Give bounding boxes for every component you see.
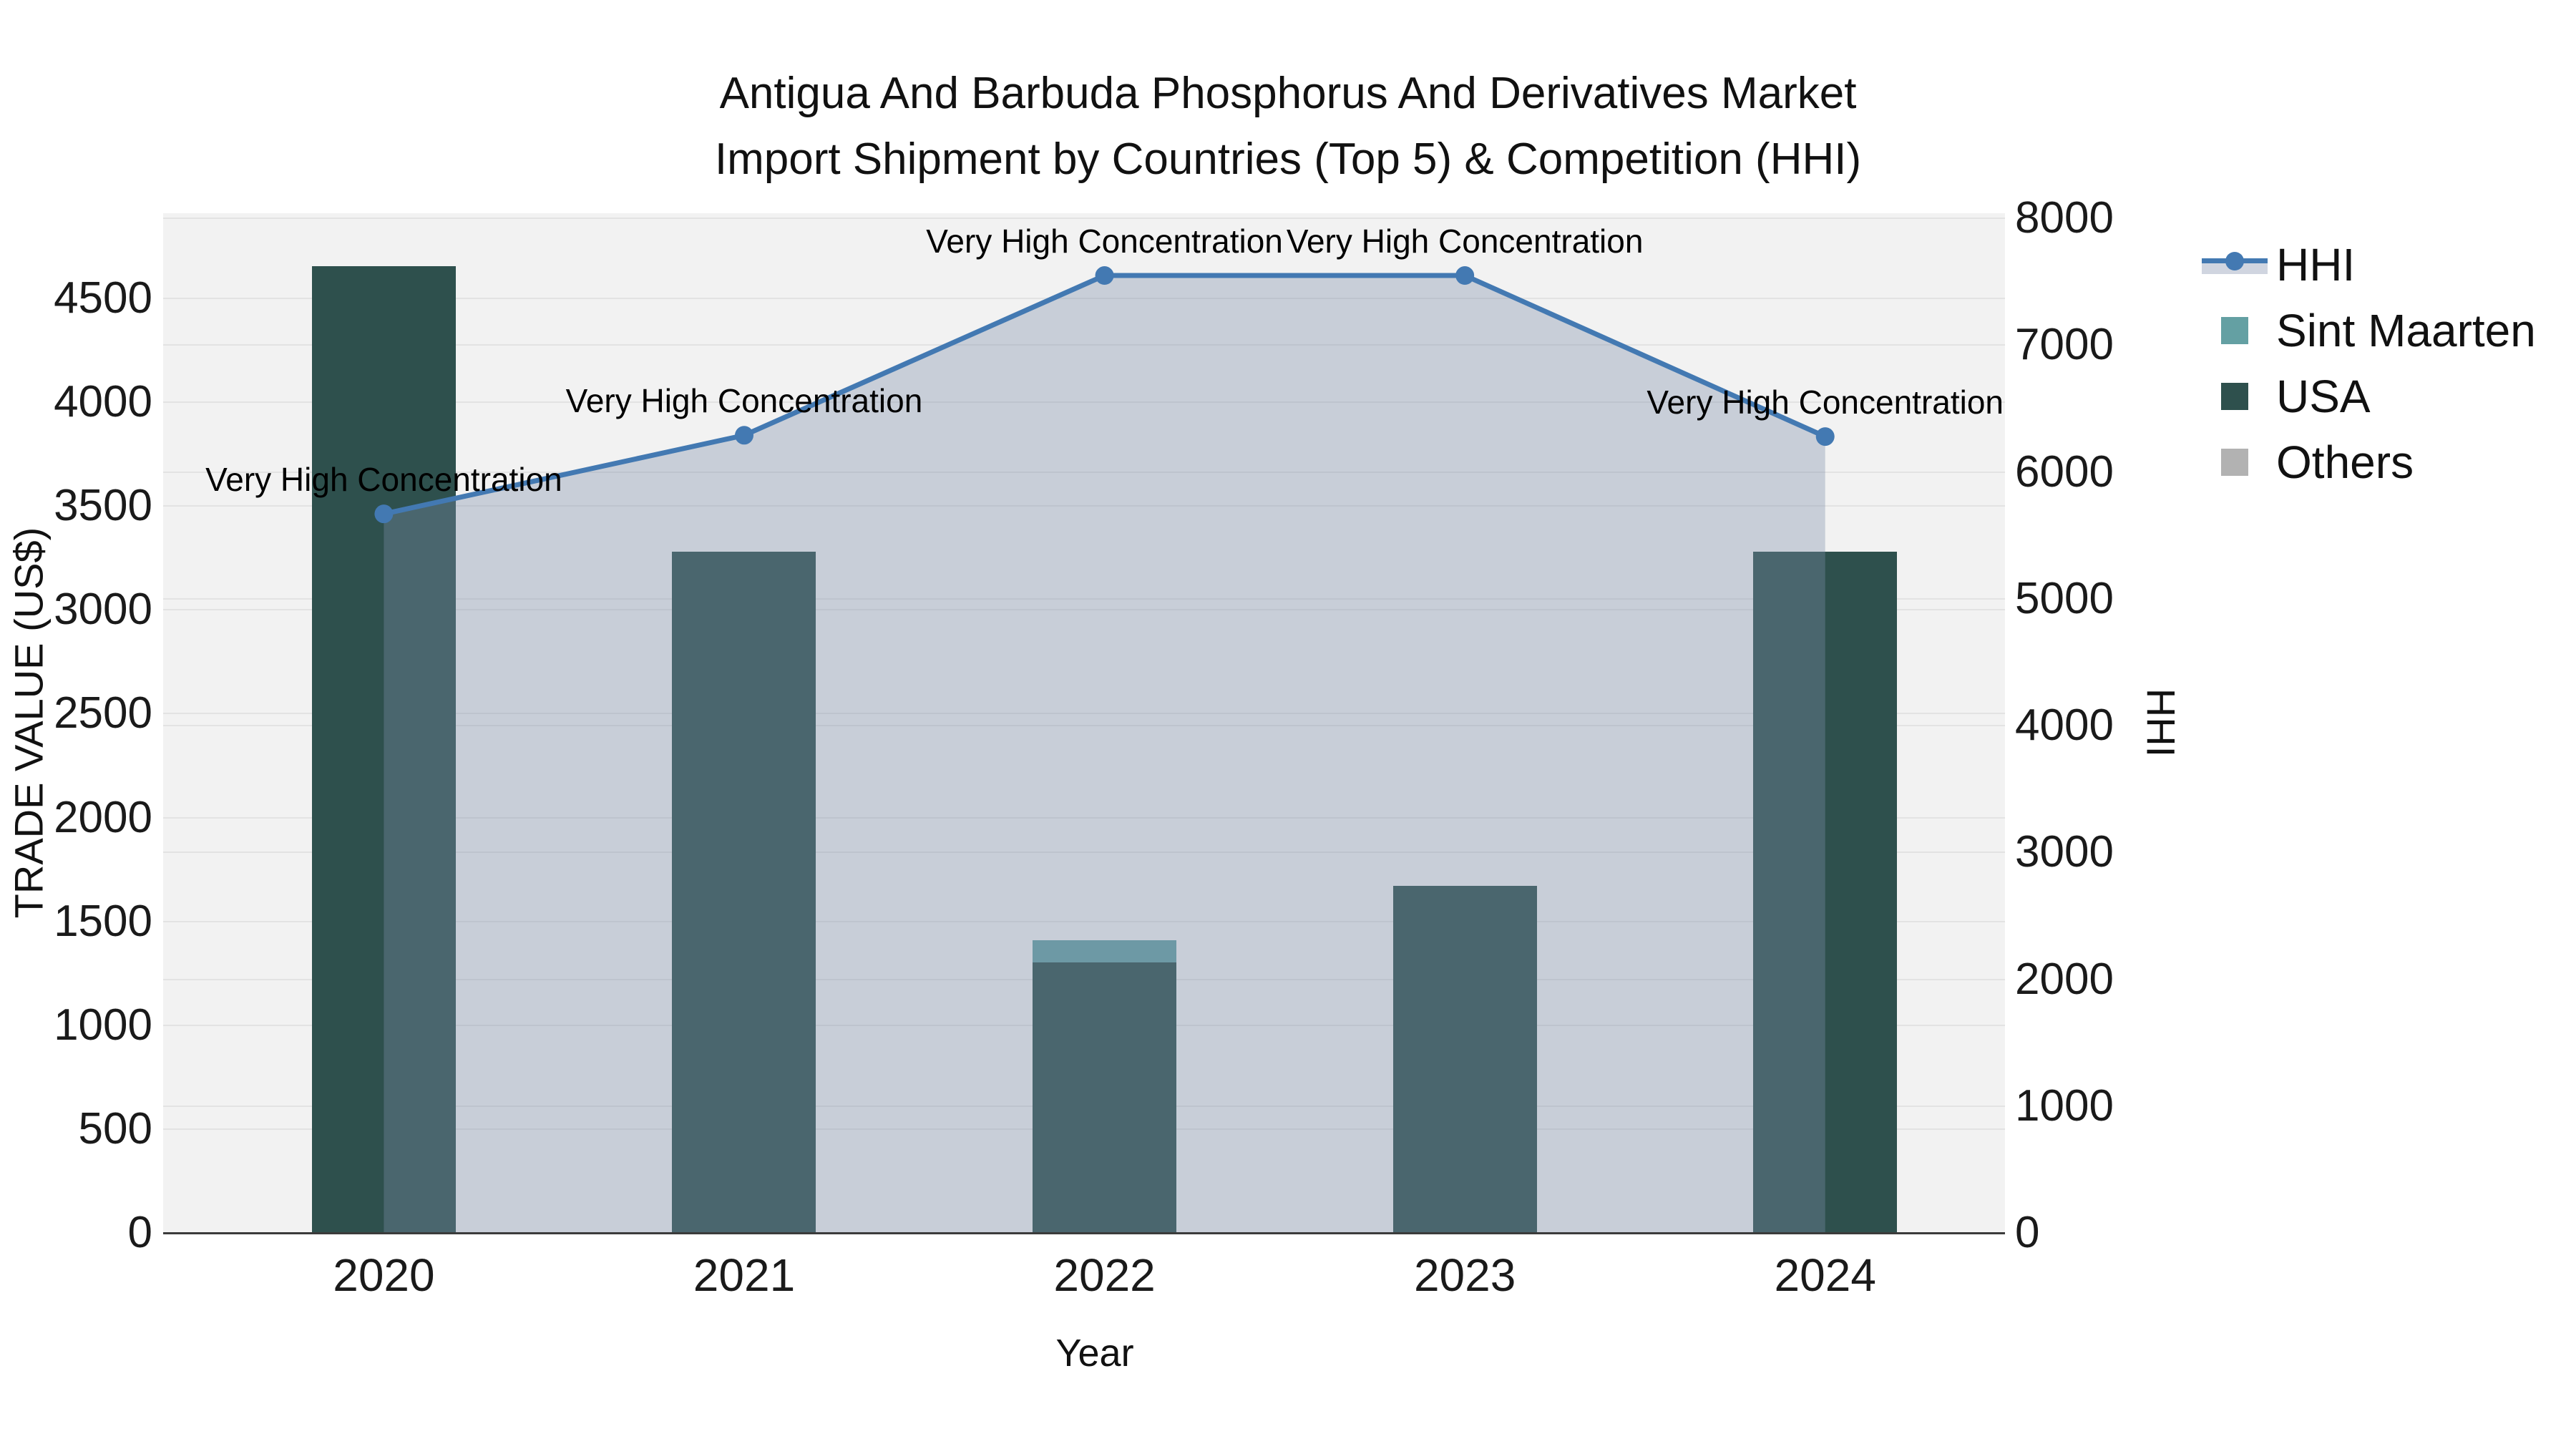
bar-segment-usa bbox=[1033, 962, 1177, 1233]
hhi-area-fill bbox=[384, 275, 1825, 1233]
bar-segment-usa bbox=[311, 266, 456, 1233]
legend-label: USA bbox=[2276, 371, 2371, 422]
y-axis-left-ticks: 0 500 1000 1500 2000 2500 3000 3500 4000 4500 bbox=[0, 213, 152, 1254]
gridline bbox=[163, 401, 2005, 404]
y-left-tick-label: 1500 bbox=[54, 896, 152, 946]
x-tick-label: 2021 bbox=[693, 1249, 796, 1301]
legend-item-usa: USA bbox=[2195, 364, 2536, 429]
legend-square bbox=[2220, 449, 2248, 476]
y-right-tick-label: 8000 bbox=[2015, 193, 2114, 243]
x-tick-label: 2023 bbox=[1413, 1249, 1516, 1301]
y-left-tick-label: 0 bbox=[127, 1208, 152, 1257]
legend-color-swatch-icon bbox=[2195, 449, 2273, 476]
y-axis-right-ticks: 0 1000 2000 3000 4000 5000 6000 7000 8000 bbox=[2015, 196, 2201, 1255]
hhi-point-marker bbox=[1095, 266, 1114, 286]
legend: HHI Sint Maarten USA Others bbox=[2195, 232, 2536, 495]
legend-label: Sint Maarten bbox=[2276, 305, 2536, 356]
y-left-tick-label: 3000 bbox=[54, 585, 152, 635]
x-axis-ticks: 2020 2021 2022 2023 2024 bbox=[163, 1249, 2005, 1306]
hhi-point-marker bbox=[1455, 266, 1475, 286]
hhi-point-marker bbox=[734, 426, 753, 445]
hhi-line-layer bbox=[374, 266, 1835, 1233]
legend-label: HHI bbox=[2276, 239, 2356, 291]
x-tick-label: 2020 bbox=[333, 1249, 435, 1301]
legend-line-part bbox=[2225, 252, 2244, 270]
gridline bbox=[163, 471, 2005, 473]
y-right-tick-label: 2000 bbox=[2015, 954, 2114, 1004]
chart-title-line2: Import Shipment by Countries (Top 5) & C… bbox=[714, 135, 1862, 184]
y-axis-right-label: HHI bbox=[2138, 688, 2184, 758]
legend-label: Others bbox=[2276, 436, 2414, 488]
y-left-tick-label: 4000 bbox=[54, 377, 152, 427]
bar-segment-usa bbox=[672, 552, 816, 1233]
hhi-annotation: Very High Concentration bbox=[565, 382, 923, 420]
gridline bbox=[163, 852, 2005, 854]
hhi-annotation: Very High Concentration bbox=[205, 461, 562, 499]
y-right-tick-label: 3000 bbox=[2015, 827, 2114, 877]
legend-item-hhi: HHI bbox=[2195, 232, 2536, 298]
gridline bbox=[163, 713, 2005, 715]
gridline bbox=[163, 816, 2005, 819]
legend-color-swatch-icon bbox=[2195, 317, 2273, 344]
legend-square bbox=[2220, 383, 2248, 410]
bar-segment-sint-maarten bbox=[1033, 940, 1177, 963]
gridline bbox=[163, 505, 2005, 507]
gridline bbox=[163, 297, 2005, 299]
y-right-tick-label: 6000 bbox=[2015, 447, 2114, 497]
y-left-tick-label: 1000 bbox=[54, 1000, 152, 1050]
legend-color-swatch-icon bbox=[2195, 383, 2273, 410]
gridline bbox=[163, 344, 2005, 346]
gridline bbox=[163, 218, 2005, 220]
legend-square bbox=[2220, 317, 2248, 344]
y-left-tick-label: 4500 bbox=[54, 273, 152, 323]
gridline bbox=[163, 725, 2005, 727]
x-tick-label: 2022 bbox=[1053, 1249, 1156, 1301]
y-right-tick-label: 4000 bbox=[2015, 701, 2114, 751]
y-right-tick-label: 1000 bbox=[2015, 1080, 2114, 1131]
plot-area: Very High Concentration Very High Concent… bbox=[163, 213, 2005, 1234]
legend-item-others: Others bbox=[2195, 429, 2536, 495]
hhi-point-marker bbox=[374, 504, 394, 524]
y-left-tick-label: 500 bbox=[78, 1103, 152, 1153]
bar-segment-usa bbox=[1753, 552, 1898, 1233]
hhi-annotation: Very High Concentration bbox=[1646, 384, 2004, 421]
y-left-tick-label: 2000 bbox=[54, 792, 152, 842]
chart-title-line1: Antigua And Barbuda Phosphorus And Deriv… bbox=[719, 69, 1857, 118]
hhi-annotation: Very High Concentration bbox=[1286, 223, 1644, 260]
gridline bbox=[163, 597, 2005, 600]
y-left-tick-label: 2500 bbox=[54, 688, 152, 738]
x-tick-label: 2024 bbox=[1774, 1249, 1876, 1301]
legend-line-swatch-icon bbox=[2195, 252, 2273, 277]
hhi-annotation: Very High Concentration bbox=[926, 223, 1283, 260]
gridline bbox=[163, 920, 2005, 922]
y-right-tick-label: 5000 bbox=[2015, 573, 2114, 623]
chart-title: Antigua And Barbuda Phosphorus And Deriv… bbox=[0, 61, 2576, 192]
x-axis-spine bbox=[163, 1232, 2005, 1234]
y-right-tick-label: 7000 bbox=[2015, 320, 2114, 370]
y-axis-left-label: TRADE VALUE (US$) bbox=[6, 527, 52, 919]
bar-segment-usa bbox=[1392, 886, 1537, 1233]
hhi-point-marker bbox=[1815, 427, 1835, 447]
x-axis-label: Year bbox=[1055, 1332, 1134, 1375]
legend-item-sint-maarten: Sint Maarten bbox=[2195, 298, 2536, 364]
y-right-tick-label: 0 bbox=[2015, 1208, 2040, 1257]
y-left-tick-label: 3500 bbox=[54, 481, 152, 531]
gridline bbox=[163, 609, 2005, 611]
